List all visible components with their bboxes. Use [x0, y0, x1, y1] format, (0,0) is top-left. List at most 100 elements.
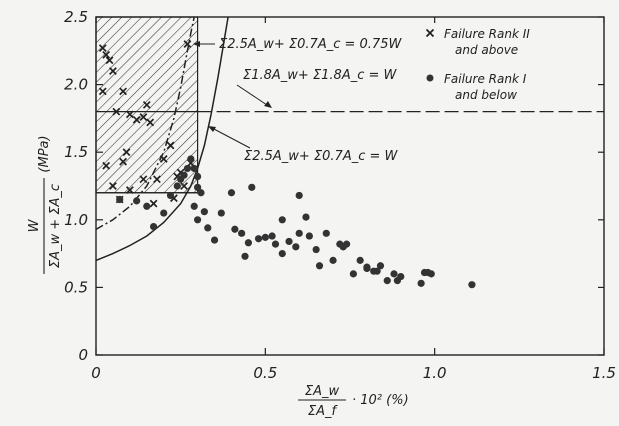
point-rank-ii-11: [146, 118, 155, 127]
point-rank-i-13: [194, 183, 202, 191]
annotation-w: Σ2.5A_w+ Σ0.7A_c = W: [208, 126, 399, 164]
point-rank-ii-13: [119, 157, 127, 166]
point-rank-ii-19: [159, 155, 168, 163]
point-rank-ii-16: [125, 186, 134, 194]
point-rank-i-20: [217, 209, 225, 217]
point-rank-i-35: [295, 229, 303, 237]
point-rank-i-61: [468, 281, 476, 289]
point-rank-i-18: [204, 224, 212, 232]
point-rank-i-46: [349, 270, 357, 278]
point-rank-i-19: [210, 236, 219, 244]
point-rank-ii-10: [142, 100, 151, 109]
point-rank-i-6: [173, 182, 181, 190]
point-rank-i-10: [187, 155, 195, 163]
point-rank-i-17: [194, 216, 202, 224]
point-rank-ii-3: [109, 67, 117, 75]
plot-frame: [95, 16, 605, 356]
x-tick-label-1: 0.5: [253, 364, 277, 382]
annotation-w-label: Σ2.5A_w+ Σ0.7A_c = W: [244, 149, 399, 164]
point-rank-ii-0: [98, 44, 107, 52]
legend-rank-i-line2: and below: [455, 88, 517, 102]
point-rank-ii-15: [109, 182, 117, 190]
point-rank-i-4: [160, 209, 168, 217]
tick-layer: 0 0.5 1.0 1.5 0 0.5 1.0 1.5 2.0 2.5: [64, 8, 616, 382]
legend-rank-i: Failure Rank I and below: [426, 72, 527, 102]
legend-rank-i-line1: Failure Rank I: [444, 72, 527, 86]
y-tick-label-1: 0.5: [64, 278, 88, 296]
point-rank-i-14: [197, 189, 205, 197]
legend-rank-ii: Failure Rank II and above: [425, 27, 530, 57]
point-rank-i-29: [268, 232, 276, 240]
point-rank-i-26: [248, 183, 256, 191]
y-tick-label-3: 1.5: [64, 143, 88, 161]
point-rank-i-49: [363, 264, 371, 273]
point-rank-ii-14: [102, 161, 111, 170]
legend-rank-ii-line2: and above: [455, 43, 518, 57]
point-rank-i-30: [271, 240, 280, 248]
point-rank-i-25: [244, 239, 252, 247]
point-rank-ii-12: [122, 148, 131, 157]
point-rank-i-16: [190, 202, 198, 210]
y-tick-label-2: 1.0: [64, 211, 88, 229]
y-label-numerator: W: [27, 218, 42, 232]
annotation-w-leader: [211, 127, 251, 149]
point-rank-i-52: [376, 262, 385, 270]
x-tick-label-2: 1.0: [423, 364, 447, 382]
point-rank-i-32: [278, 250, 286, 258]
point-rank-i-53: [383, 277, 391, 285]
x-tick-label-3: 1.5: [592, 364, 616, 382]
annotation-18w: Σ1.8A_w+ Σ1.8A_c = W: [236, 68, 398, 108]
annotation-18w-label: Σ1.8A_w+ Σ1.8A_c = W: [243, 68, 398, 83]
point-rank-ii-25: [149, 199, 158, 208]
x-label-numerator: ΣA_w: [305, 384, 340, 399]
point-rank-i-9: [183, 164, 192, 173]
point-rank-i-41: [322, 229, 330, 237]
point-rank-i-24: [241, 252, 249, 260]
point-rank-i-54: [390, 270, 398, 278]
point-rank-i-56: [397, 272, 405, 281]
legend: Failure Rank II and above Failure Rank I…: [425, 27, 530, 102]
point-rank-ii-20: [166, 141, 175, 150]
point-rank-ii-28: [183, 40, 192, 48]
annotation-18w-arrowhead: [264, 101, 272, 108]
point-rank-i-3: [149, 222, 158, 231]
x-label-suffix: · 10² (%): [352, 393, 409, 408]
legend-x-marker-icon: [425, 28, 435, 38]
point-rank-ii-5: [119, 87, 127, 96]
point-rank-i-31: [278, 216, 286, 224]
annotation-075w: Σ2.5A_w+ Σ0.7A_c = 0.75W: [193, 37, 402, 52]
point-rank-i-45: [343, 240, 351, 248]
annotation-075w-arrowhead: [193, 41, 200, 47]
point-rank-i-12: [194, 172, 202, 181]
y-label-unit: (MPa): [37, 135, 52, 172]
point-rank-i-37: [302, 213, 310, 221]
point-rank-ii-9: [139, 113, 148, 121]
point-rank-i-0: [116, 195, 124, 204]
point-rank-i-42: [329, 256, 337, 264]
point-rank-i-57: [417, 279, 425, 287]
point-rank-i-36: [295, 191, 303, 200]
point-rank-i-34: [292, 243, 300, 251]
y-label-denominator: ΣA_w + ΣA_c: [48, 184, 63, 268]
point-rank-ii-6: [112, 107, 121, 116]
point-rank-i-27: [254, 235, 263, 243]
legend-dot-marker-icon: [426, 74, 434, 82]
x-tick-label-0: 0: [91, 364, 101, 382]
point-rank-i-8: [180, 171, 188, 179]
point-rank-i-2: [143, 202, 151, 210]
annotation-075w-label: Σ2.5A_w+ Σ0.7A_c = 0.75W: [219, 37, 402, 52]
point-rank-i-15: [200, 208, 208, 216]
legend-rank-ii-line1: Failure Rank II: [444, 27, 530, 41]
point-rank-i-60: [427, 270, 435, 278]
y-tick-label-4: 2.0: [64, 76, 88, 94]
points-layer: [98, 40, 476, 289]
x-axis-label: ΣA_w ΣA_f · 10² (%): [298, 384, 409, 419]
x-label-denominator: ΣA_f: [308, 404, 339, 419]
point-rank-ii-2: [105, 56, 114, 65]
point-rank-i-47: [356, 256, 364, 264]
point-rank-i-33: [285, 237, 293, 246]
y-axis-label: W ΣA_w + ΣA_c (MPa): [27, 135, 63, 274]
point-rank-i-51: [373, 267, 381, 275]
point-rank-ii-8: [132, 115, 141, 124]
point-rank-i-11: [190, 164, 198, 173]
